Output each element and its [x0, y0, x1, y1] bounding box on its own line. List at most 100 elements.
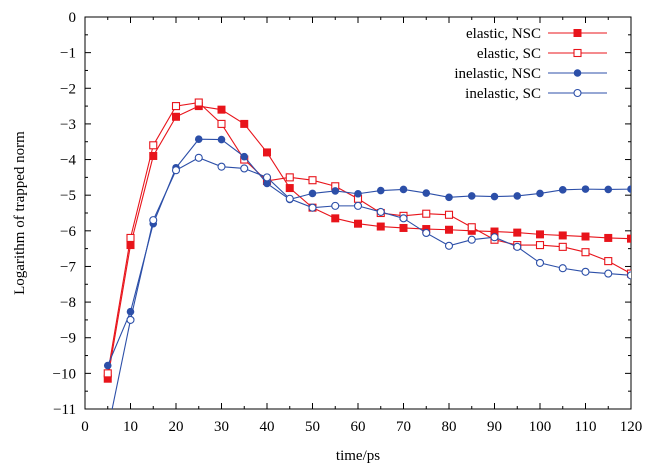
data-point — [626, 271, 631, 280]
data-point — [354, 189, 362, 198]
data-point — [467, 192, 476, 200]
legend-label: inelastic, NSC — [454, 66, 541, 82]
data-point — [126, 241, 135, 250]
data-point — [604, 185, 613, 194]
data-point — [513, 242, 522, 251]
data-point — [240, 119, 249, 128]
data-point — [217, 135, 226, 144]
data-point — [490, 192, 499, 201]
data-point — [263, 148, 271, 157]
data-point — [376, 186, 385, 195]
data-point — [558, 264, 567, 273]
x-tick-label: 90 — [487, 419, 502, 435]
data-point — [513, 228, 522, 237]
data-point — [445, 193, 453, 202]
data-point — [399, 185, 408, 194]
y-tick-label: −7 — [60, 259, 76, 275]
data-point — [581, 267, 590, 276]
data-point — [604, 269, 613, 278]
legend-marker — [573, 88, 582, 98]
data-point — [422, 228, 431, 238]
data-point — [376, 207, 385, 216]
x-tick-label: 100 — [529, 419, 552, 435]
data-point — [285, 184, 294, 193]
data-point — [285, 194, 294, 203]
y-tick-label: −9 — [60, 331, 76, 347]
legend-item: elastic, SC — [477, 46, 607, 62]
data-point — [217, 162, 226, 171]
data-point — [240, 164, 249, 173]
series-0 — [103, 102, 631, 383]
series-1 — [103, 98, 631, 378]
data-point — [126, 233, 135, 242]
data-point — [627, 185, 631, 193]
data-point — [490, 233, 499, 242]
data-point — [308, 203, 317, 212]
data-point — [581, 185, 590, 193]
legend-label: elastic, NSC — [466, 26, 541, 42]
y-tick-label: −5 — [60, 188, 76, 204]
data-point — [558, 231, 567, 240]
plot-area — [84, 16, 632, 410]
data-point — [308, 176, 317, 185]
legend-marker — [573, 48, 582, 58]
data-point — [467, 223, 476, 232]
data-point — [171, 166, 181, 175]
x-tick-label: 40 — [260, 419, 275, 435]
data-point — [467, 235, 476, 244]
y-tick-label: −10 — [53, 366, 76, 382]
data-point — [285, 173, 294, 182]
data-point — [399, 214, 408, 223]
data-point — [217, 119, 226, 128]
data-point — [558, 242, 567, 251]
y-tick-label: −3 — [60, 117, 76, 133]
y-axis-title: Logarithm of trapped norm — [12, 131, 28, 295]
legend-item: elastic, NSC — [466, 26, 607, 42]
y-tick-label: −8 — [60, 295, 76, 311]
data-point — [149, 141, 158, 150]
data-point — [444, 241, 454, 250]
data-point — [581, 232, 590, 241]
series-line — [111, 157, 631, 409]
data-point — [354, 219, 362, 228]
y-tick-label: −2 — [60, 81, 76, 97]
data-point — [331, 187, 340, 195]
x-tick-label: 60 — [351, 419, 366, 435]
data-point — [240, 152, 249, 161]
data-point — [172, 112, 180, 121]
data-point — [536, 230, 544, 239]
legend-label: inelastic, SC — [465, 86, 541, 102]
data-point — [581, 248, 590, 257]
data-point — [149, 151, 158, 160]
data-point — [513, 192, 522, 200]
data-point — [331, 214, 340, 223]
x-tick-label: 70 — [396, 419, 411, 435]
y-tick-label: −6 — [60, 224, 76, 240]
data-point — [604, 257, 613, 266]
data-point — [262, 173, 272, 182]
y-tick-label: −11 — [53, 402, 76, 418]
data-point — [103, 369, 112, 378]
legend: elastic, NSC elastic, SC inelastic, NSC ine… — [454, 26, 607, 102]
series-line — [107, 105, 631, 379]
tick-labels: 0 10 20 30 40 50 60 70 80 90 100 110 120 0 −1 −2 −3 −4 −5 −… — [53, 10, 643, 435]
data-point — [535, 258, 545, 267]
y-tick-label: 0 — [69, 10, 77, 26]
data-point — [399, 223, 408, 232]
legend-label: elastic, SC — [477, 46, 541, 62]
data-point — [194, 98, 203, 107]
data-point — [536, 189, 544, 198]
data-point — [422, 189, 431, 197]
data-point — [627, 234, 631, 243]
x-tick-label: 20 — [169, 419, 184, 435]
data-point — [558, 186, 567, 194]
x-tick-label: 120 — [620, 419, 643, 435]
series-3 — [111, 153, 631, 409]
x-tick-label: 0 — [81, 419, 89, 435]
series-line — [107, 138, 631, 366]
data-point — [376, 222, 385, 231]
data-point — [308, 189, 317, 198]
legend-marker — [573, 69, 582, 77]
y-tick-label: −1 — [60, 46, 76, 62]
